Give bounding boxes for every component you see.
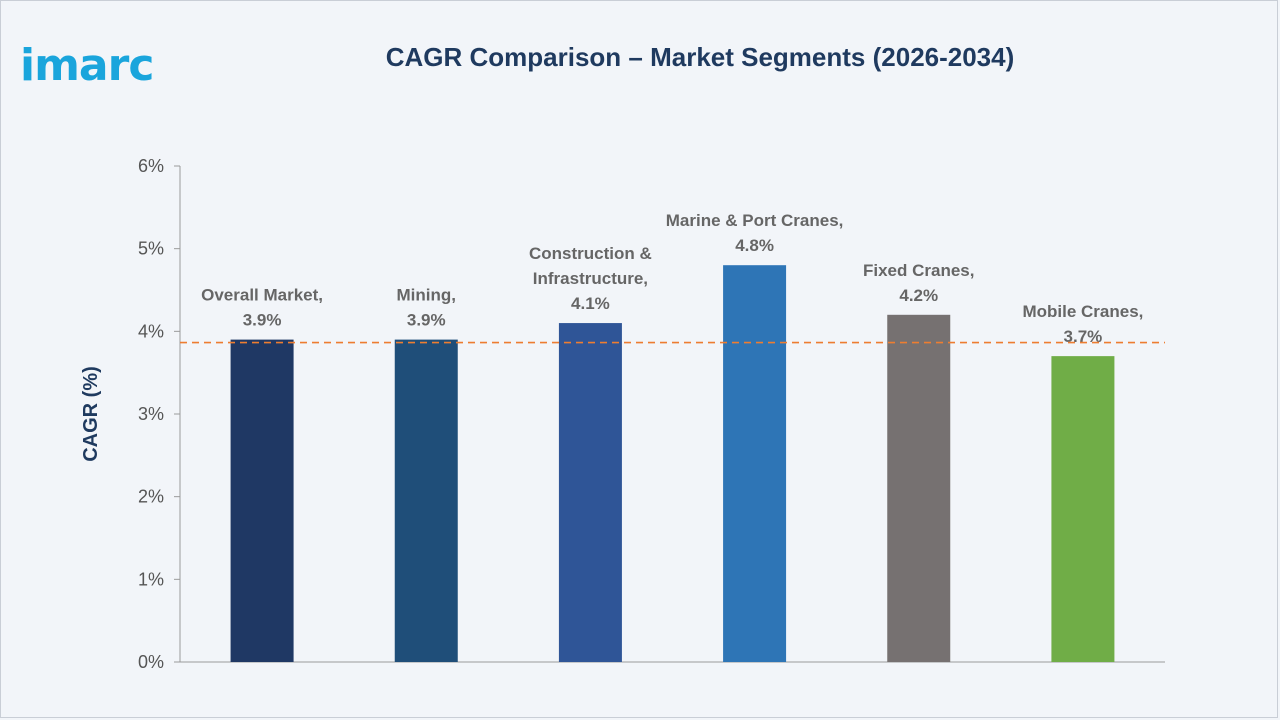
data-label: 4.2% [899, 286, 938, 305]
data-label: Mining, [397, 286, 456, 305]
y-tick-label: 3% [138, 404, 164, 424]
y-tick-label: 6% [138, 156, 164, 176]
bar [1051, 356, 1115, 662]
y-axis-label: CAGR (%) [80, 366, 102, 462]
y-tick-label: 0% [138, 652, 164, 672]
data-label: Infrastructure, [533, 269, 648, 288]
bar [887, 314, 951, 662]
y-tick-label: 2% [138, 487, 164, 507]
data-label: 4.1% [571, 294, 610, 313]
data-label: 3.9% [243, 311, 282, 330]
data-label: 3.7% [1064, 327, 1103, 346]
imarc-logo: imarc [20, 28, 154, 91]
y-tick-label: 1% [138, 569, 164, 589]
logo-text: imarc [20, 40, 154, 91]
y-tick-label: 4% [138, 321, 164, 341]
data-label: 4.8% [735, 236, 774, 255]
y-tick-label: 5% [138, 239, 164, 259]
bar [558, 323, 622, 662]
data-label: Fixed Cranes, [863, 261, 975, 280]
data-label: 3.9% [407, 311, 446, 330]
data-label: Mobile Cranes, [1022, 302, 1143, 321]
bar [723, 265, 787, 662]
data-label: Overall Market, [201, 286, 323, 305]
chart-title: CAGR Comparison – Market Segments (2026-… [385, 42, 1015, 72]
bar [230, 339, 294, 662]
data-label: Marine & Port Cranes, [666, 211, 844, 230]
data-label: Construction & [529, 244, 652, 263]
bar [394, 339, 458, 662]
